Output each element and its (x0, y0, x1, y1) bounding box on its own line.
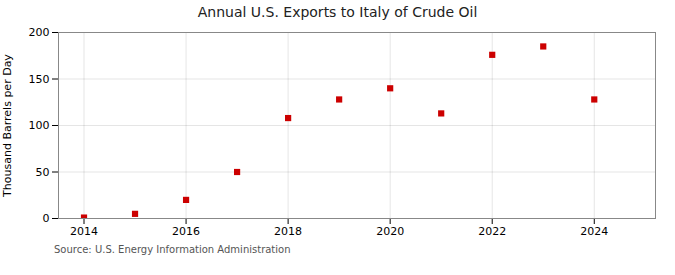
svg-text:2014: 2014 (70, 225, 98, 238)
svg-text:150: 150 (29, 73, 50, 86)
svg-text:100: 100 (29, 119, 50, 132)
svg-text:2022: 2022 (478, 225, 506, 238)
svg-text:50: 50 (36, 166, 50, 179)
html-text:Source: U.S. Energy Informatio: Source: U.S. Energy Information Administ… (54, 244, 291, 255)
svg-text:2016: 2016 (172, 225, 200, 238)
svg-text:2018: 2018 (274, 225, 302, 238)
svg-text:0: 0 (43, 212, 50, 225)
svg-text:2020: 2020 (376, 225, 404, 238)
svg-text:200: 200 (29, 26, 50, 39)
svg-text:2024: 2024 (580, 225, 608, 238)
html-text:Annual U.S. Exports to Italy o: Annual U.S. Exports to Italy of Crude Oi… (197, 4, 478, 20)
svg-text:Thousand Barrels per Day: Thousand Barrels per Day (1, 54, 14, 198)
